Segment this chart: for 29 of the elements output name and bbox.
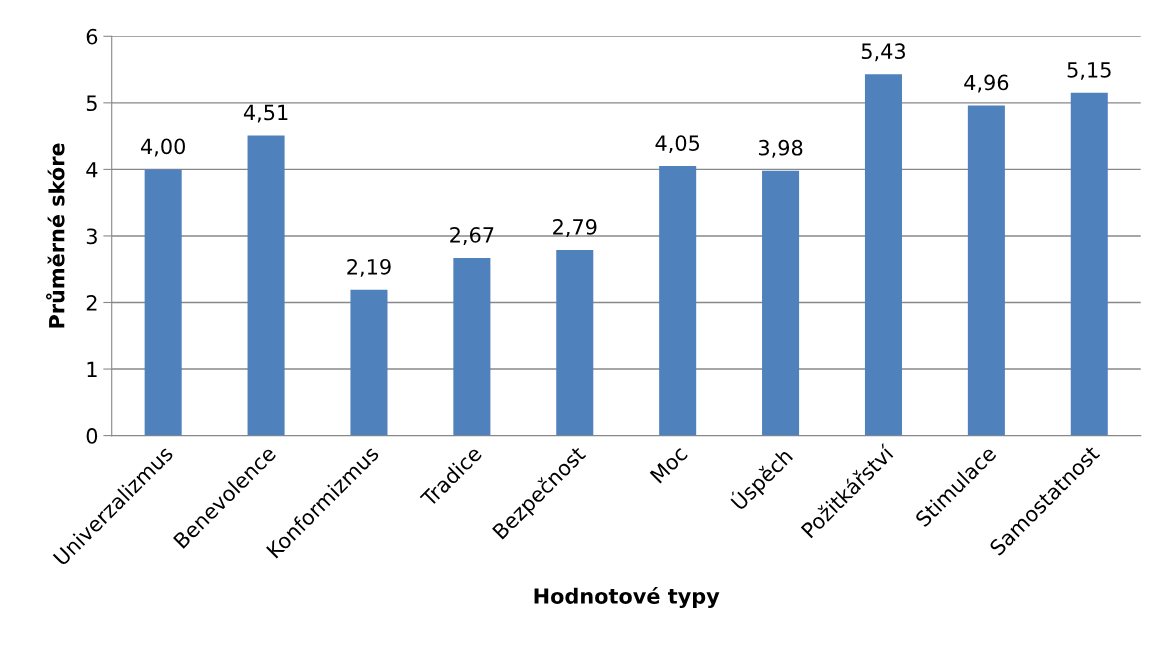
bar <box>762 170 800 436</box>
bar <box>144 169 182 436</box>
y-tick-label: 1 <box>87 361 97 377</box>
data-label: 4,96 <box>964 74 1009 93</box>
y-tick-label: 6 <box>86 28 98 45</box>
data-label: 5,15 <box>1067 62 1111 80</box>
bar <box>453 257 491 436</box>
data-label: 4,51 <box>243 104 288 123</box>
y-tick-label: 2 <box>86 294 97 311</box>
y-axis-title: Průměrné skóre <box>45 143 65 328</box>
data-label: 4,05 <box>655 135 700 154</box>
y-tick-label: 0 <box>86 428 98 444</box>
bar <box>247 135 285 436</box>
bar <box>556 249 594 436</box>
bar <box>1070 92 1108 436</box>
y-tick-label: 5 <box>86 95 97 112</box>
data-label: 3,98 <box>758 139 803 158</box>
x-axis-title: Hodnotové typy <box>534 586 720 609</box>
bar <box>350 289 388 436</box>
data-label: 2,19 <box>347 258 391 277</box>
data-label: 2,79 <box>553 219 597 237</box>
bar <box>967 105 1005 436</box>
bar <box>864 74 902 436</box>
data-label: 5,43 <box>861 43 905 62</box>
bar <box>659 166 697 436</box>
y-tick-label: 4 <box>86 162 98 178</box>
data-label: 4,00 <box>141 138 185 157</box>
y-tick-label: 3 <box>86 228 97 245</box>
data-label: 2,67 <box>450 227 494 245</box>
